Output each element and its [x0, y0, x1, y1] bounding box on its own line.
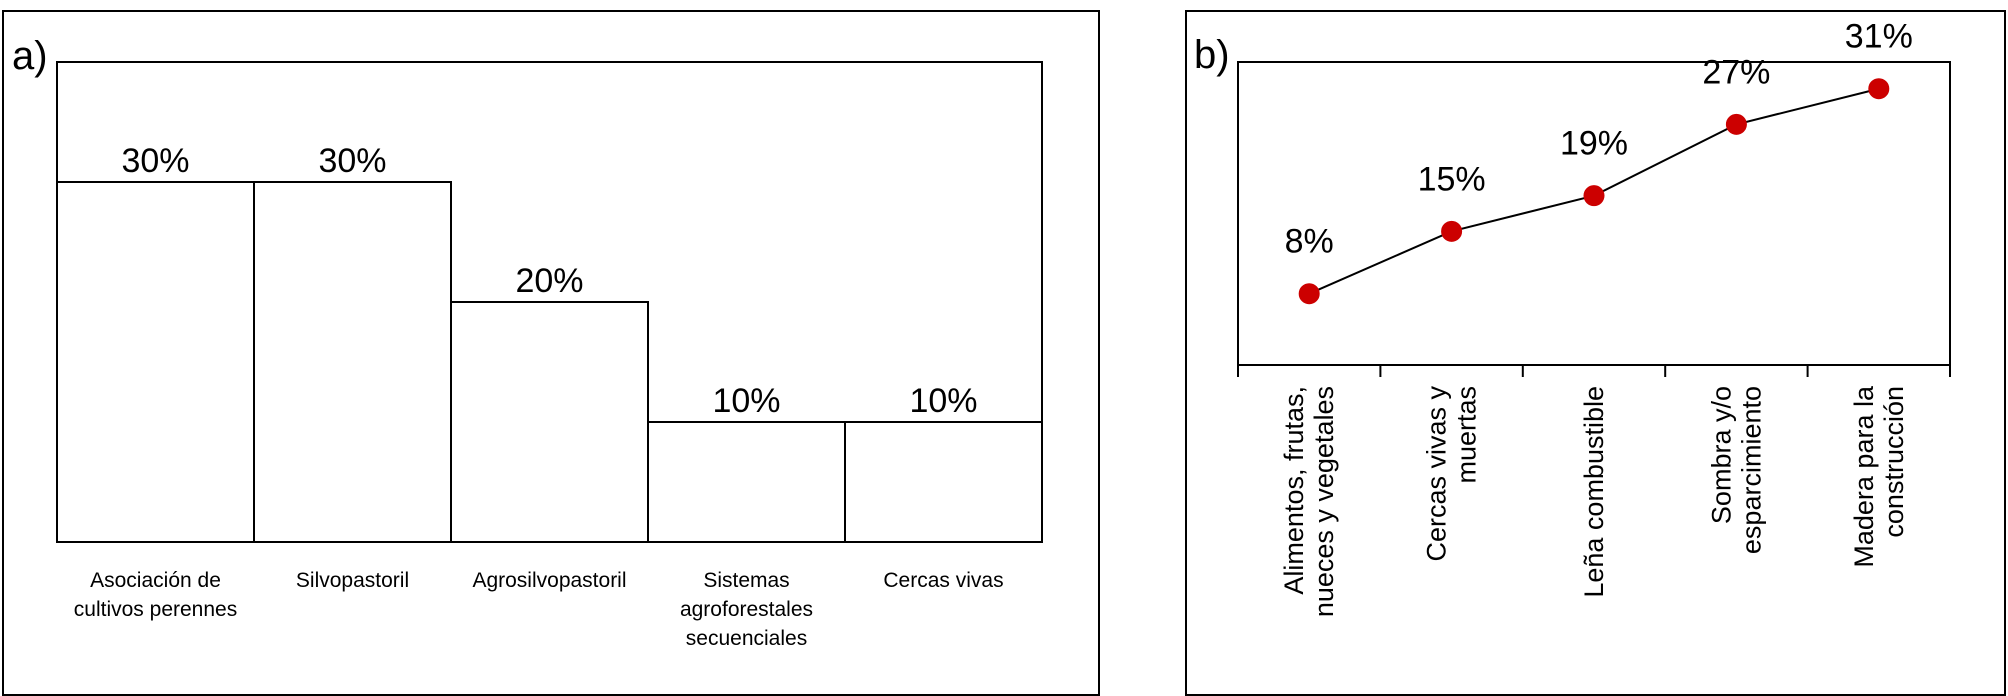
x-tick-label: Cercas vivas: [883, 569, 1003, 592]
data-point: [1725, 113, 1747, 135]
plot-area-b: [1237, 61, 1951, 366]
bar: [844, 421, 1043, 543]
bar: [253, 181, 452, 543]
data-label: 15%: [1418, 160, 1486, 198]
x-tick-label: Alimentos, frutas,: [1279, 386, 1309, 595]
bar: [56, 181, 255, 543]
data-label: 31%: [1845, 18, 1913, 56]
x-tick-label: construcción: [1879, 386, 1909, 538]
data-label: 20%: [515, 262, 583, 300]
data-point: [1298, 283, 1320, 305]
data-label: 10%: [712, 382, 780, 420]
x-tick-label: cultivos perennes: [74, 598, 237, 621]
data-point: [1441, 220, 1463, 242]
x-tick-label: Asociación de: [90, 569, 221, 592]
x-tick-label: Cercas vivas y: [1422, 386, 1452, 562]
x-tick-label: Madera para la: [1849, 385, 1879, 568]
chart-panel-b: b): [1185, 10, 2006, 696]
x-tick-label: Sistemas: [703, 569, 789, 592]
x-tick-label: muertas: [1452, 386, 1482, 484]
bar: [647, 421, 846, 543]
x-tick-label: Silvopastoril: [296, 569, 409, 592]
bar: [450, 301, 649, 543]
x-tick-label: Sombra y/o: [1706, 386, 1736, 524]
x-tick-label: Leña combustible: [1579, 386, 1609, 598]
data-point: [1583, 185, 1605, 207]
panel-a-label: a): [12, 34, 48, 78]
x-tick-label: agroforestales: [680, 598, 813, 621]
data-label: 10%: [909, 382, 977, 420]
x-tick-label: esparcimiento: [1736, 386, 1766, 554]
x-tick-label: secuenciales: [686, 627, 807, 650]
data-label: 30%: [318, 142, 386, 180]
data-label: 19%: [1560, 125, 1628, 163]
x-tick-label: nueces y vegetales: [1309, 386, 1339, 617]
data-label: 8%: [1285, 223, 1334, 261]
x-tick-label: Agrosilvopastoril: [472, 569, 626, 592]
data-label: 30%: [121, 142, 189, 180]
data-label: 27%: [1702, 53, 1770, 91]
data-point: [1868, 78, 1890, 100]
panel-b-label: b): [1194, 33, 1230, 77]
